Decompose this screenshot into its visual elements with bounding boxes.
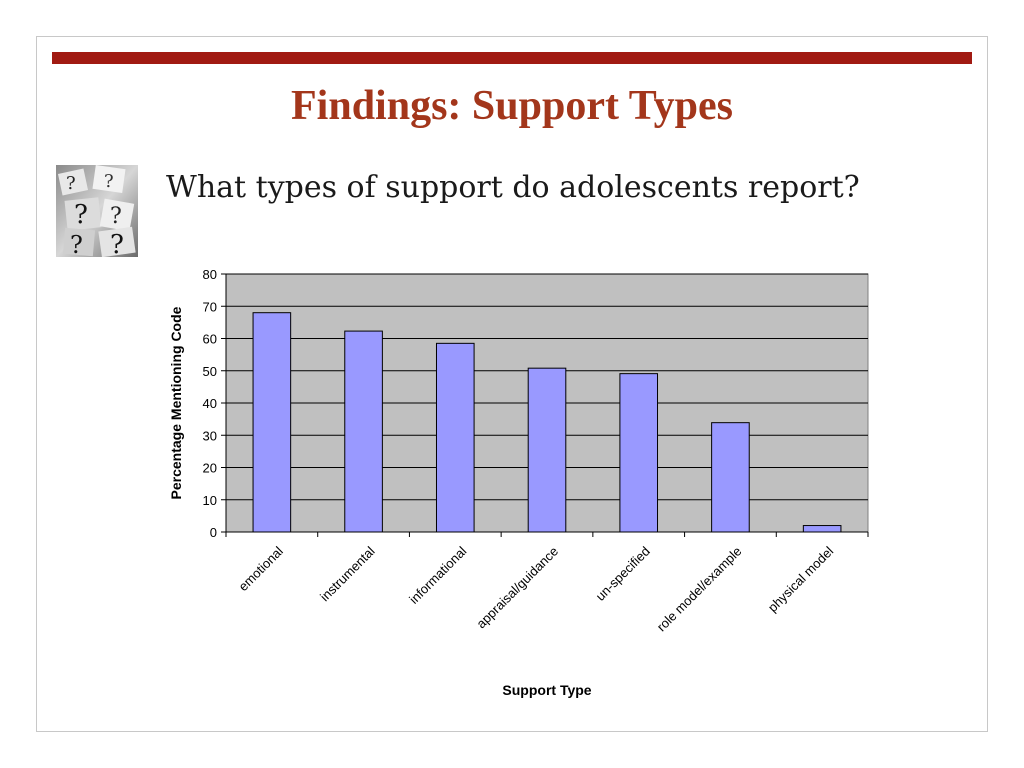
- x-tick-label: informational: [406, 543, 469, 606]
- y-tick-label: 30: [203, 428, 217, 443]
- svg-text:?: ?: [70, 231, 83, 257]
- x-tick-label: role model/example: [654, 544, 745, 635]
- x-tick-label: appraisal/guidance: [473, 544, 561, 632]
- x-tick-label: instrumental: [317, 543, 378, 604]
- y-tick-label: 70: [203, 299, 217, 314]
- y-tick-label: 50: [203, 364, 217, 379]
- y-tick-label: 40: [203, 396, 217, 411]
- svg-text:?: ?: [104, 171, 114, 192]
- y-tick-label: 0: [210, 525, 217, 540]
- bar-emotional: [252, 312, 292, 533]
- bar-role-model-example: [711, 422, 750, 533]
- x-axis-label: Support Type: [502, 682, 591, 698]
- bar-instrumental: [344, 330, 383, 533]
- bar-appraisal-guidance: [527, 367, 567, 533]
- bar-informational: [435, 342, 475, 533]
- x-tick-label: emotional: [236, 543, 287, 594]
- bar-un-specified: [619, 373, 659, 533]
- slide-title: Findings: Support Types: [291, 83, 733, 129]
- y-tick-label: 10: [203, 493, 217, 508]
- svg-text:?: ?: [110, 204, 122, 229]
- slide-question: What types of support do adolescents rep…: [166, 170, 860, 205]
- svg-text:?: ?: [74, 200, 88, 230]
- accent-bar: [52, 52, 972, 64]
- y-tick-label: 20: [203, 461, 217, 476]
- x-tick-label: un-specified: [593, 544, 653, 604]
- bar-physical-model: [802, 525, 842, 533]
- slide-frame: [36, 36, 988, 732]
- x-tick-label: physical model: [765, 543, 836, 614]
- question-marks-image: ? ? ? ? ? ?: [56, 165, 138, 257]
- y-tick-label: 80: [203, 267, 217, 282]
- svg-text:?: ?: [110, 230, 124, 257]
- y-axis-label: Percentage Mentioning Code: [168, 306, 184, 499]
- svg-text:?: ?: [66, 173, 76, 194]
- y-tick-label: 60: [203, 332, 217, 347]
